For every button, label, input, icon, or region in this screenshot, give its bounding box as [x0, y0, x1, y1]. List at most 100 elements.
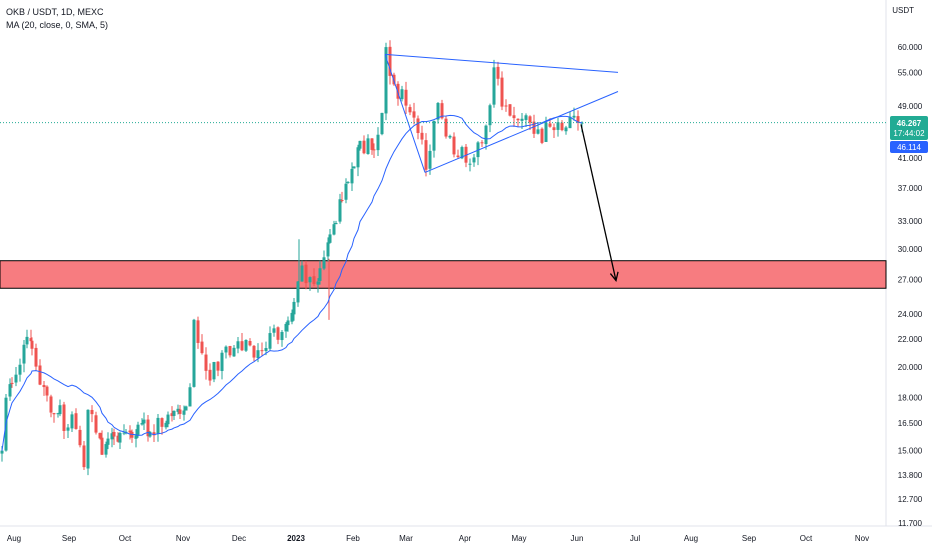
candle-body	[232, 347, 236, 357]
candle-body	[420, 132, 424, 140]
candle-body	[156, 417, 160, 435]
candle-body	[146, 419, 150, 437]
candle-body	[170, 413, 174, 417]
candle-body	[45, 386, 49, 396]
candle-body	[196, 320, 200, 343]
candle-body	[66, 427, 70, 431]
candle-body	[344, 183, 348, 200]
candle-body	[70, 414, 74, 429]
x-tick-label: Sep	[742, 534, 757, 543]
candle-body	[350, 168, 354, 184]
candle-body	[240, 341, 244, 351]
candle-body	[182, 410, 186, 415]
candle-body	[500, 77, 504, 107]
candle-body	[304, 264, 308, 284]
candle-body	[136, 424, 140, 435]
x-tick-label: Nov	[855, 534, 869, 543]
y-tick-label: 15.000	[898, 447, 923, 456]
moving-average-line	[1, 114, 583, 451]
candle-body	[338, 199, 342, 222]
candle-body	[296, 281, 300, 303]
candle-body	[484, 125, 488, 145]
candle-body	[38, 365, 42, 385]
candle-body	[244, 339, 248, 351]
candle-body	[548, 123, 552, 127]
candle-body	[308, 277, 312, 283]
candle-body	[508, 104, 512, 116]
projection-arrow[interactable]	[580, 124, 617, 281]
x-tick-label: Mar	[399, 534, 413, 543]
candle-body	[276, 327, 280, 340]
candle-body	[212, 362, 216, 380]
triangle-left-edge[interactable]	[384, 54, 426, 173]
x-tick-label: Jul	[630, 534, 640, 543]
triangle-upper-trendline[interactable]	[384, 53, 619, 73]
support-zone[interactable]	[0, 260, 887, 289]
candle-body	[116, 435, 120, 442]
candle-body	[504, 105, 508, 107]
candle-body	[78, 429, 82, 446]
x-tick-label: Feb	[346, 534, 360, 543]
candle-body	[128, 430, 132, 433]
symbol-title[interactable]: OKB / USDT, 1D, MEXC	[6, 7, 104, 17]
candle-body	[472, 157, 476, 163]
candle-body	[412, 111, 416, 118]
candle-body	[204, 354, 208, 371]
candle-body	[428, 150, 432, 169]
candle-body	[74, 413, 78, 429]
candle-body	[264, 348, 268, 352]
candle-body	[272, 328, 276, 333]
candle-body	[100, 437, 104, 455]
candle-body	[358, 140, 362, 149]
candle-body	[328, 234, 332, 243]
candle-body	[98, 432, 102, 439]
candle-body	[228, 346, 232, 356]
candle-body	[188, 387, 192, 407]
candle-body	[316, 281, 320, 285]
candle-body	[552, 127, 556, 131]
triangle-lower-trendline[interactable]	[424, 91, 619, 173]
candle-body	[290, 312, 294, 322]
x-tick-label: Oct	[800, 534, 813, 543]
y-tick-label: 11.700	[898, 519, 922, 528]
candle-body	[326, 242, 330, 257]
candle-body	[334, 222, 338, 225]
candle-body	[576, 116, 580, 123]
candle-body	[224, 346, 228, 353]
x-tick-label: Aug	[684, 534, 698, 543]
candle-body	[106, 438, 110, 445]
candle-body	[216, 361, 220, 371]
candle-body	[352, 166, 356, 169]
y-tick-label: 37.000	[898, 184, 923, 193]
y-tick-label: 49.000	[898, 102, 923, 111]
candle-body	[448, 135, 452, 138]
candle-body	[134, 435, 138, 439]
candle-body	[440, 103, 444, 119]
candle-body	[52, 413, 56, 415]
candle-body	[356, 147, 360, 168]
indicator-legend[interactable]: MA (20, close, 0, SMA, 5)	[6, 20, 109, 30]
y-tick-label: 27.000	[898, 276, 923, 285]
candle-body	[172, 410, 176, 416]
chart-legend: OKB / USDT, 1D, MEXC MA (20, close, 0, S…	[6, 6, 108, 32]
candle-body	[564, 127, 568, 132]
candle-body	[62, 404, 66, 431]
candle-body	[142, 419, 146, 424]
x-tick-label: May	[511, 534, 526, 543]
candle-body	[544, 122, 548, 142]
candle-body	[516, 118, 520, 121]
y-tick-label: 55.000	[898, 68, 923, 77]
candle-body	[340, 200, 344, 202]
candle-body	[90, 409, 94, 415]
candle-body	[388, 46, 392, 76]
candle-body	[372, 149, 376, 151]
candle-body	[384, 47, 388, 114]
candle-body	[480, 142, 484, 144]
y-tick-label: 41.000	[898, 154, 923, 163]
candle-body	[456, 155, 460, 158]
candle-body	[104, 444, 108, 455]
last-price-badge	[890, 116, 928, 140]
candle-body	[400, 89, 404, 100]
x-tick-label: Aug	[7, 534, 21, 543]
